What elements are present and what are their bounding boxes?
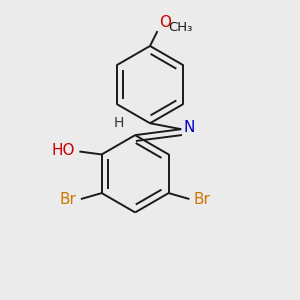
Text: Br: Br: [194, 191, 211, 206]
Text: Br: Br: [59, 191, 76, 206]
Text: CH₃: CH₃: [169, 21, 193, 34]
Text: N: N: [184, 120, 195, 135]
Text: H: H: [114, 116, 124, 130]
Text: O: O: [159, 15, 171, 30]
Text: HO: HO: [51, 142, 75, 158]
